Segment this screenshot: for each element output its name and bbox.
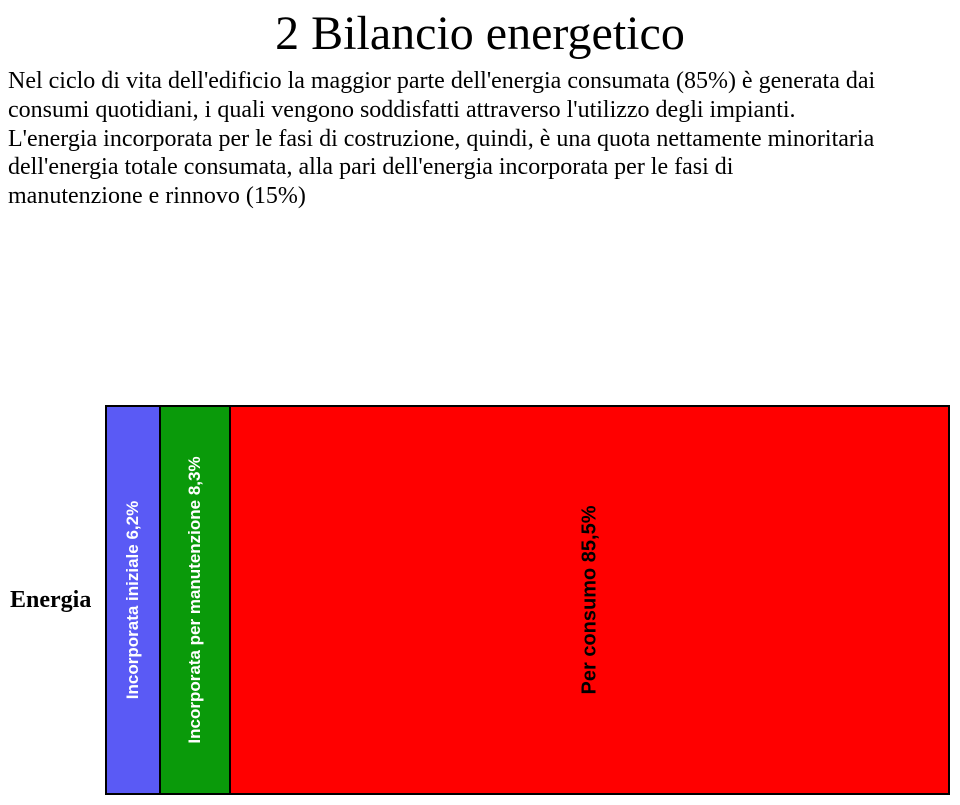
chart-segment: Incorporata per manutenzione 8,3% [159,407,229,793]
para-line: manutenzione e rinnovo (15%) [8,183,306,209]
chart-segment: Incorporata iniziale 6,2% [107,407,159,793]
para-line: consumi quotidiani, i quali vengono sodd… [8,97,796,123]
page-title: 2 Bilancio energetico [0,6,960,61]
energy-chart: Energia Incorporata iniziale 6,2%Incorpo… [10,405,950,795]
chart-segment-label: Incorporata iniziale 6,2% [123,501,143,699]
chart-stacked-bar: Incorporata iniziale 6,2% Incorporata per… [105,405,950,795]
para-line: L'energia incorporata per le fasi di cos… [8,126,874,152]
chart-y-axis-label: Energia [10,587,105,614]
chart-segment: Per consumo 85,5% [229,407,948,793]
chart-segment-label: Per consumo 85,5% [578,506,601,695]
chart-plot-area: Incorporata iniziale 6,2% Incorporata per… [105,405,950,795]
chart-segment-label: Incorporata per manutenzione 8,3% [185,456,205,743]
paragraph: Nel ciclo di vita dell'edificio la maggi… [0,67,960,211]
para-line: Nel ciclo di vita dell'edificio la maggi… [8,68,875,94]
page-root: 2 Bilancio energetico Nel ciclo di vita … [0,6,960,805]
para-line: dell'energia totale consumata, alla pari… [8,154,733,180]
